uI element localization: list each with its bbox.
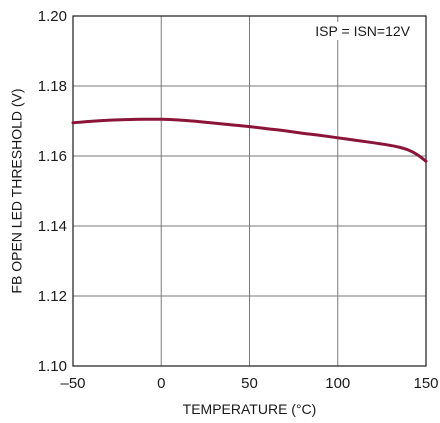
x-axis-label: TEMPERATURE (°C) — [183, 401, 317, 417]
tick-labels: –50 0 50 100 150 1.10 1.12 1.14 1.16 1.18 1.20 — [38, 8, 439, 392]
x-tick-label: 150 — [413, 375, 438, 392]
grid — [73, 16, 426, 366]
y-tick-label: 1.18 — [38, 78, 67, 95]
y-axis-label: FB OPEN LED THRESHOLD (V) — [9, 88, 25, 293]
y-tick-label: 1.16 — [38, 148, 67, 165]
y-tick-label: 1.20 — [38, 8, 67, 25]
x-tick-label: 50 — [241, 375, 258, 392]
y-tick-label: 1.10 — [38, 358, 67, 375]
plot-frame — [72, 15, 427, 367]
annotation: ISP = ISN=12V — [315, 23, 410, 39]
x-tick-label: 0 — [157, 375, 165, 392]
x-tick-label: –50 — [60, 375, 85, 392]
y-tick-label: 1.14 — [38, 218, 67, 235]
x-tick-label: 100 — [325, 375, 350, 392]
annotation-background — [312, 22, 414, 40]
series-line — [71, 117, 428, 163]
y-tick-label: 1.12 — [38, 288, 67, 305]
